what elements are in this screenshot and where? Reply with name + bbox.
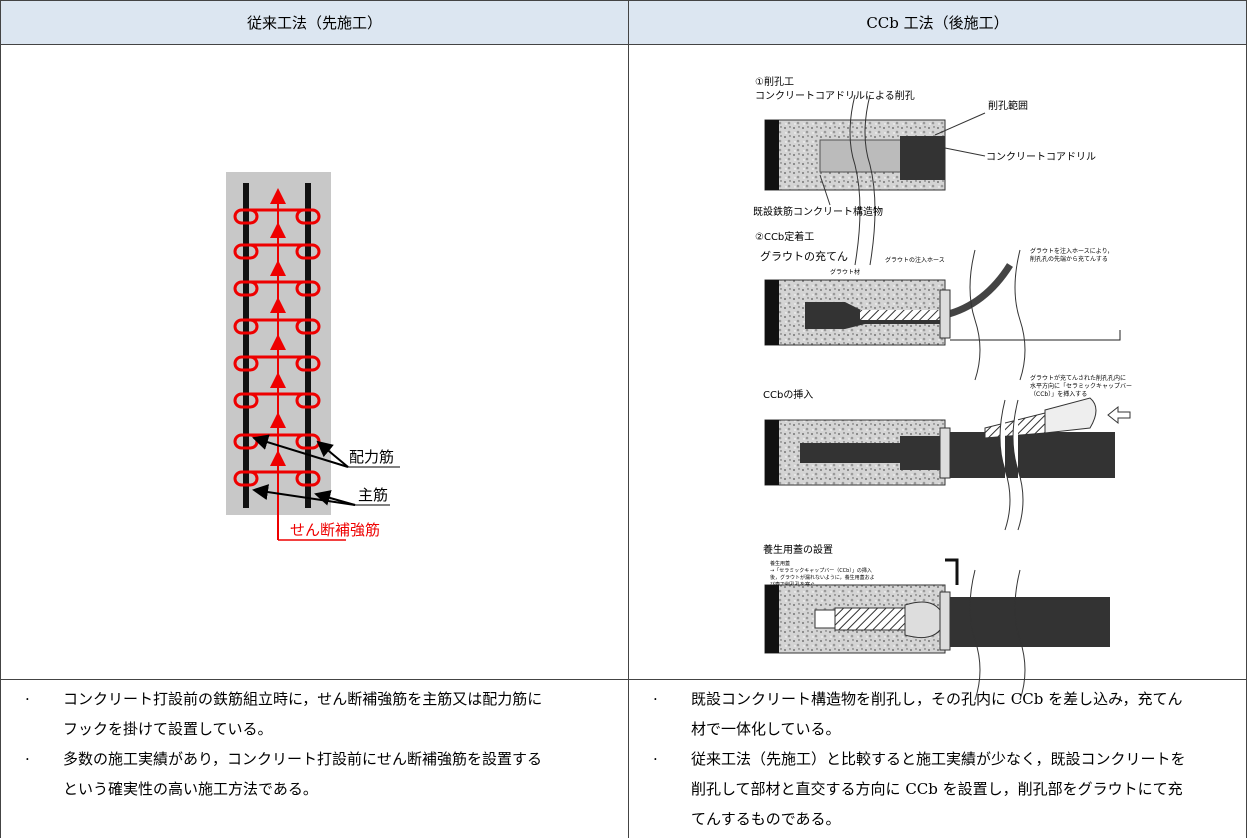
header-left: 従来工法（先施工）: [0, 0, 629, 45]
bullet: コンクリート打設前の鉄筋組立時に，せん断補強筋を主筋又は配力筋にフックを掛けて設…: [25, 684, 543, 744]
bullet: 従来工法（先施工）と比較すると施工実績が少なく，既設コンクリートを削孔して部材と…: [653, 744, 1191, 834]
figure-cell-right: [628, 44, 1247, 680]
bullet: 多数の施工実績があり，コンクリート打設前にせん断補強筋を設置するという確実性の高…: [25, 744, 543, 804]
text-cell-left: コンクリート打設前の鉄筋組立時に，せん断補強筋を主筋又は配力筋にフックを掛けて設…: [0, 679, 629, 838]
figure-cell-left: [0, 44, 629, 680]
bullet: 既設コンクリート構造物を削孔し，その孔内に CCb を差し込み，充てん材で一体化…: [653, 684, 1191, 744]
text-cell-right: 既設コンクリート構造物を削孔し，その孔内に CCb を差し込み，充てん材で一体化…: [628, 679, 1247, 838]
header-right: CCb 工法（後施工）: [628, 0, 1247, 45]
